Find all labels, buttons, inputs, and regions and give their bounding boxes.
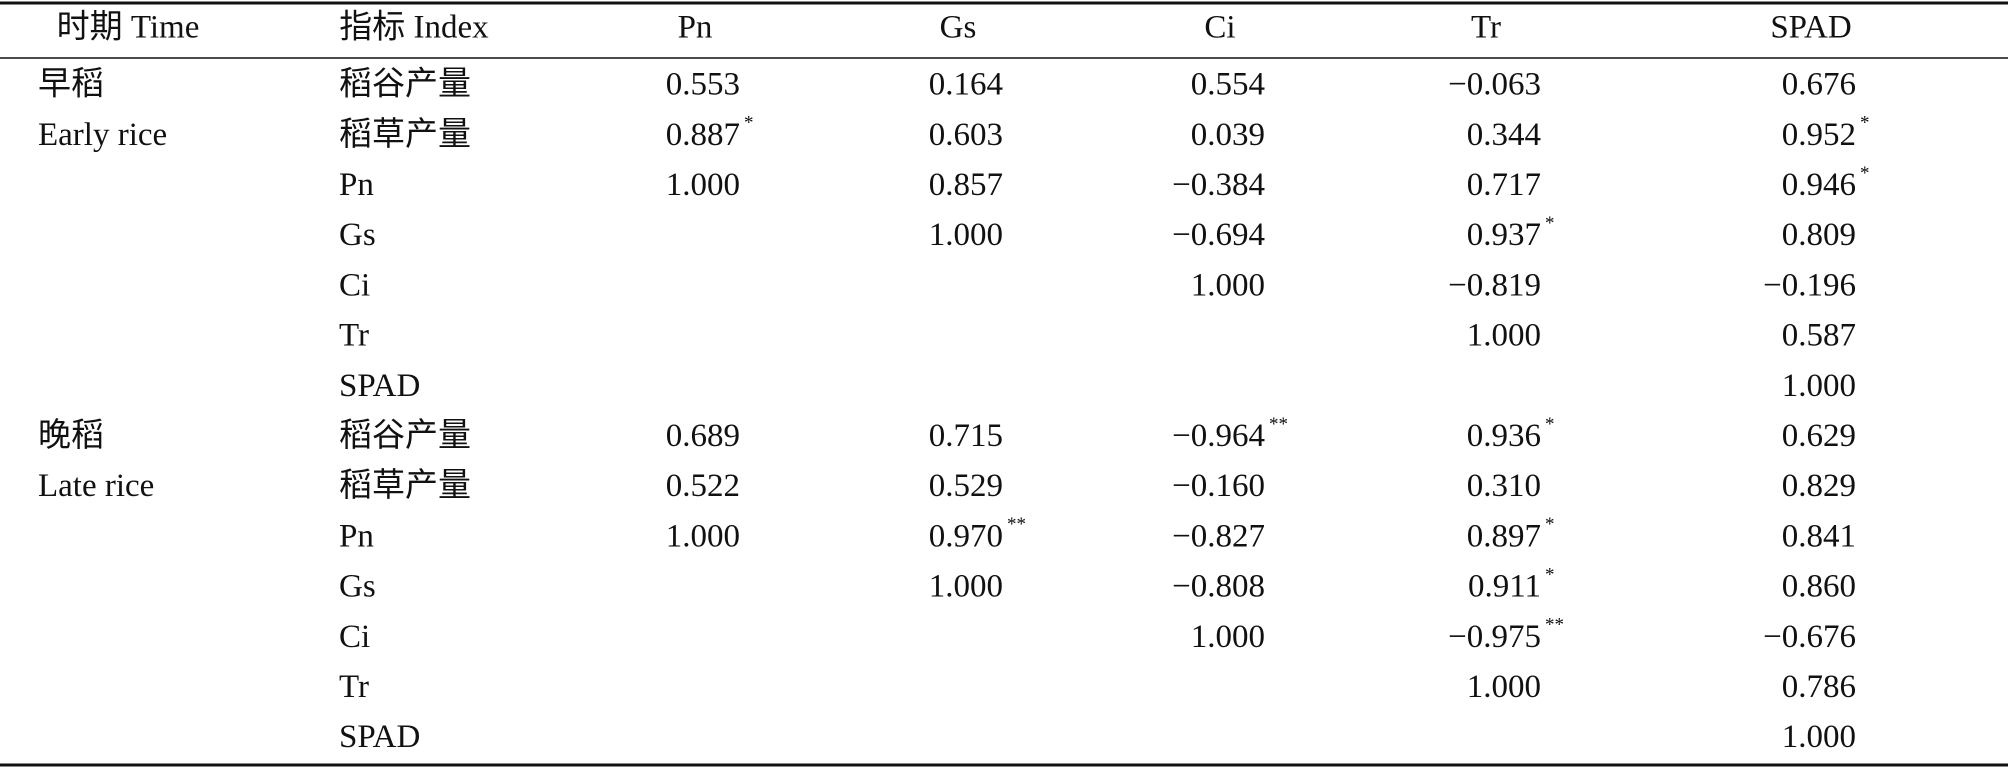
value-cell: 0.629 bbox=[1782, 418, 1856, 454]
value-cell: 0.887 bbox=[666, 117, 740, 153]
value-cell: −0.827 bbox=[1172, 518, 1265, 554]
significance-mark: * bbox=[1545, 414, 1555, 435]
significance-mark: ** bbox=[1545, 615, 1564, 636]
value-cell: −0.160 bbox=[1172, 468, 1265, 504]
value-cell: 1.000 bbox=[1782, 719, 1856, 755]
value-cell: 0.841 bbox=[1782, 518, 1856, 554]
header-cell: 时期 Time bbox=[57, 10, 200, 46]
value-cell: 0.717 bbox=[1467, 167, 1541, 203]
value-cell: 0.529 bbox=[929, 468, 1003, 504]
significance-mark: * bbox=[1545, 564, 1555, 585]
value-cell: 0.310 bbox=[1467, 468, 1541, 504]
value-cell: −0.676 bbox=[1763, 619, 1856, 655]
index-cell: 稻草产量 bbox=[339, 116, 471, 153]
index-cell: Pn bbox=[339, 518, 374, 554]
value-cell: 0.860 bbox=[1782, 569, 1856, 605]
period-cell: Late rice bbox=[38, 468, 154, 504]
value-cell: 1.000 bbox=[1467, 318, 1541, 354]
value-cell: −0.694 bbox=[1172, 217, 1265, 253]
header-cell: Tr bbox=[1471, 10, 1501, 46]
value-cell: 0.946 bbox=[1782, 167, 1856, 203]
index-cell: 稻草产量 bbox=[339, 467, 471, 504]
index-cell: Gs bbox=[339, 569, 376, 605]
value-cell: −0.964 bbox=[1172, 418, 1265, 454]
period-cell: 晚稻 bbox=[38, 417, 104, 454]
value-cell: 1.000 bbox=[1191, 267, 1265, 303]
value-cell: 0.952 bbox=[1782, 117, 1856, 153]
value-cell: 1.000 bbox=[1467, 669, 1541, 705]
value-cell: 1.000 bbox=[929, 217, 1003, 253]
value-cell: 0.689 bbox=[666, 418, 740, 454]
value-cell: 0.809 bbox=[1782, 217, 1856, 253]
significance-mark: * bbox=[1545, 514, 1555, 535]
significance-mark: ** bbox=[1007, 514, 1026, 535]
value-cell: −0.819 bbox=[1448, 267, 1541, 303]
significance-mark: * bbox=[744, 113, 754, 134]
index-cell: Ci bbox=[339, 619, 370, 655]
value-cell: 1.000 bbox=[666, 518, 740, 554]
value-cell: 0.937 bbox=[1467, 217, 1541, 253]
value-cell: −0.384 bbox=[1172, 167, 1265, 203]
value-cell: 0.676 bbox=[1782, 67, 1856, 103]
value-cell: 0.522 bbox=[666, 468, 740, 504]
value-cell: 0.344 bbox=[1467, 117, 1541, 153]
value-cell: 1.000 bbox=[929, 569, 1003, 605]
value-cell: 0.936 bbox=[1467, 418, 1541, 454]
index-cell: SPAD bbox=[339, 719, 420, 755]
header-cell: SPAD bbox=[1770, 10, 1851, 46]
header-cell: Gs bbox=[940, 10, 977, 46]
value-cell: 1.000 bbox=[1782, 368, 1856, 404]
period-cell: 早稻 bbox=[38, 67, 104, 103]
significance-mark: * bbox=[1860, 163, 1870, 184]
header-cell: 指标 Index bbox=[339, 9, 489, 46]
index-cell: Ci bbox=[339, 267, 370, 303]
value-cell: −0.975 bbox=[1448, 619, 1541, 655]
value-cell: 1.000 bbox=[1191, 619, 1265, 655]
value-cell: 0.829 bbox=[1782, 468, 1856, 504]
index-cell: SPAD bbox=[339, 368, 420, 404]
significance-mark: ** bbox=[1269, 414, 1288, 435]
header-cell: Pn bbox=[678, 10, 713, 46]
value-cell: 0.164 bbox=[929, 67, 1003, 103]
value-cell: −0.063 bbox=[1448, 67, 1541, 103]
index-cell: Tr bbox=[339, 318, 369, 354]
value-cell: 0.715 bbox=[929, 418, 1003, 454]
value-cell: 1.000 bbox=[666, 167, 740, 203]
index-cell: Pn bbox=[339, 167, 374, 203]
value-cell: 0.897 bbox=[1467, 518, 1541, 554]
index-cell: 稻谷产量 bbox=[339, 417, 471, 454]
value-cell: −0.196 bbox=[1763, 267, 1856, 303]
index-cell: 稻谷产量 bbox=[339, 66, 471, 103]
value-cell: 0.039 bbox=[1191, 117, 1265, 153]
value-cell: 0.587 bbox=[1782, 318, 1856, 354]
value-cell: 0.554 bbox=[1191, 67, 1265, 103]
header-cell: Ci bbox=[1204, 10, 1235, 46]
significance-mark: * bbox=[1860, 113, 1870, 134]
index-cell: Tr bbox=[339, 669, 369, 705]
value-cell: 0.970 bbox=[929, 518, 1003, 554]
value-cell: 0.603 bbox=[929, 117, 1003, 153]
index-cell: Gs bbox=[339, 217, 376, 253]
value-cell: 0.553 bbox=[666, 67, 740, 103]
significance-mark: * bbox=[1545, 213, 1555, 234]
value-cell: 0.786 bbox=[1782, 669, 1856, 705]
value-cell: −0.808 bbox=[1172, 569, 1265, 605]
value-cell: 0.857 bbox=[929, 167, 1003, 203]
period-cell: Early rice bbox=[38, 117, 167, 153]
value-cell: 0.911 bbox=[1468, 569, 1541, 605]
